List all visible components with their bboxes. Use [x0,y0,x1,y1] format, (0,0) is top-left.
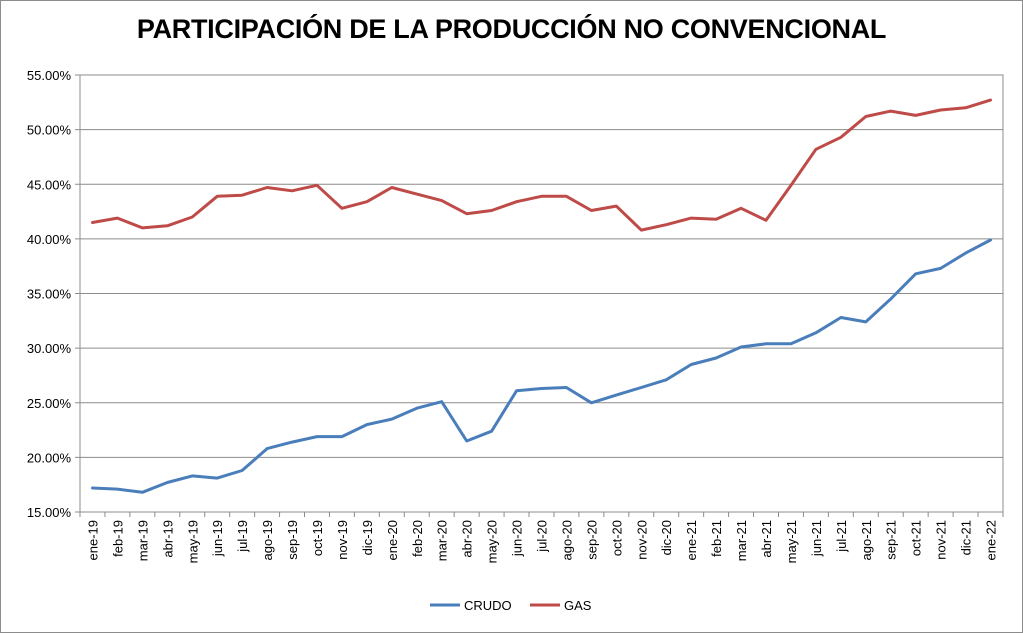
series [91,98,992,494]
x-tick-label: jun-20 [510,520,525,557]
x-tick-label: abr-21 [759,520,774,558]
y-axis: 15.00% 20.00% 25.00% 30.00% 35.00% 40.00% 45.0… [27,68,80,520]
legend: CRUDO GAS [430,598,592,613]
x-tick-label: sep-20 [584,520,599,560]
x-tick-label: feb-19 [110,520,125,557]
y-tick-label: 15.00% [27,505,72,520]
x-tick-label: jul-21 [834,520,849,553]
x-tick-label: nov-19 [335,520,350,560]
x-tick-label: oct-21 [909,520,924,556]
x-tick-label: feb-20 [410,520,425,557]
x-tick-label: abr-20 [460,520,475,558]
x-tick-label: dic-19 [360,520,375,555]
x-tick-label: may-20 [485,520,500,563]
series-line-gas [91,98,992,232]
x-tick-label: mar-19 [135,520,150,561]
chart-title: PARTICIPACIÓN DE LA PRODUCCIÓN NO CONVEN… [136,14,887,44]
x-tick-label: jul-20 [535,520,550,553]
y-tick-label: 25.00% [27,396,72,411]
x-tick-label: dic-20 [659,520,674,555]
x-tick-label: oct-20 [609,520,624,556]
x-tick-label: feb-21 [709,520,724,557]
x-tick-label: sep-19 [285,520,300,560]
x-tick-label: ene-21 [684,520,699,560]
x-tick-label: mar-20 [435,520,450,561]
x-tick-label: jun-21 [809,520,824,557]
x-tick-label: sep-21 [884,520,899,560]
x-tick-label: nov-21 [934,520,949,560]
x-tick-label: ene-22 [984,520,999,560]
y-tick-label: 55.00% [27,68,72,83]
y-tick-label: 30.00% [27,341,72,356]
x-axis: ene-19 feb-19 mar-19 abr-19 may-19 jun-19 jul-… [79,512,1004,563]
gridlines [80,74,1003,513]
legend-label-crudo: CRUDO [464,598,512,613]
x-tick-label: mar-21 [734,520,749,561]
x-tick-label: jun-19 [210,520,225,557]
x-tick-label: may-21 [784,520,799,563]
series-line-crudo [91,238,992,494]
x-tick-label: ene-19 [85,520,100,560]
x-tick-label: dic-21 [959,520,974,555]
x-tick-label: ene-20 [385,520,400,560]
y-tick-label: 45.00% [27,177,72,192]
y-tick-label: 40.00% [27,232,72,247]
x-tick-label: may-19 [185,520,200,563]
legend-label-gas: GAS [564,598,592,613]
y-tick-label: 35.00% [27,287,72,302]
x-tick-label: ago-21 [859,520,874,560]
x-tick-label: ago-20 [559,520,574,560]
y-tick-label: 20.00% [27,450,72,465]
x-tick-label: nov-20 [634,520,649,560]
x-tick-label: ago-19 [260,520,275,560]
x-tick-label: jul-19 [235,520,250,553]
y-tick-label: 50.00% [27,123,72,138]
x-tick-label: abr-19 [160,520,175,558]
x-tick-label: oct-19 [310,520,325,556]
